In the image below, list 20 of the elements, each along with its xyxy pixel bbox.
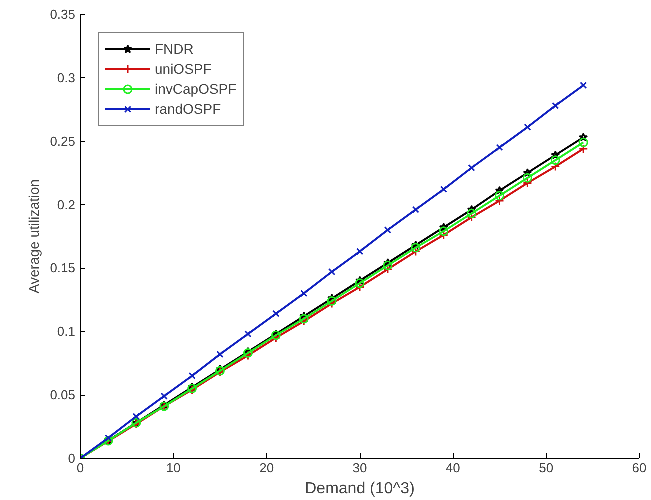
y-tick-label: 0.35 [50, 7, 76, 22]
y-tick-label: 0.1 [57, 324, 76, 340]
x-axis-title: Demand (10^3) [305, 480, 415, 498]
legend-label: FNDR [155, 41, 194, 57]
y-tick-label: 0.05 [50, 388, 76, 403]
y-axis-title: Average utilization [26, 179, 42, 294]
x-tick-label: 30 [352, 460, 368, 476]
x-tick-label: 20 [260, 460, 274, 476]
y-tick-label: 0.15 [50, 260, 76, 276]
y-tick-label: 0.3 [57, 70, 76, 86]
x-tick-label: 10 [166, 460, 181, 476]
x-tick-label: 40 [446, 460, 460, 476]
legend-label: uniOSPF [155, 61, 212, 77]
legend-label: invCapOSPF [155, 81, 237, 97]
y-tick-label: 0 [68, 451, 76, 466]
y-tick-label: 0.2 [57, 197, 76, 212]
x-tick-label: 60 [632, 460, 647, 476]
x-tick-label: 50 [539, 460, 554, 476]
y-tick-label: 0.25 [50, 134, 76, 149]
legend-label: randOSPF [155, 101, 222, 117]
